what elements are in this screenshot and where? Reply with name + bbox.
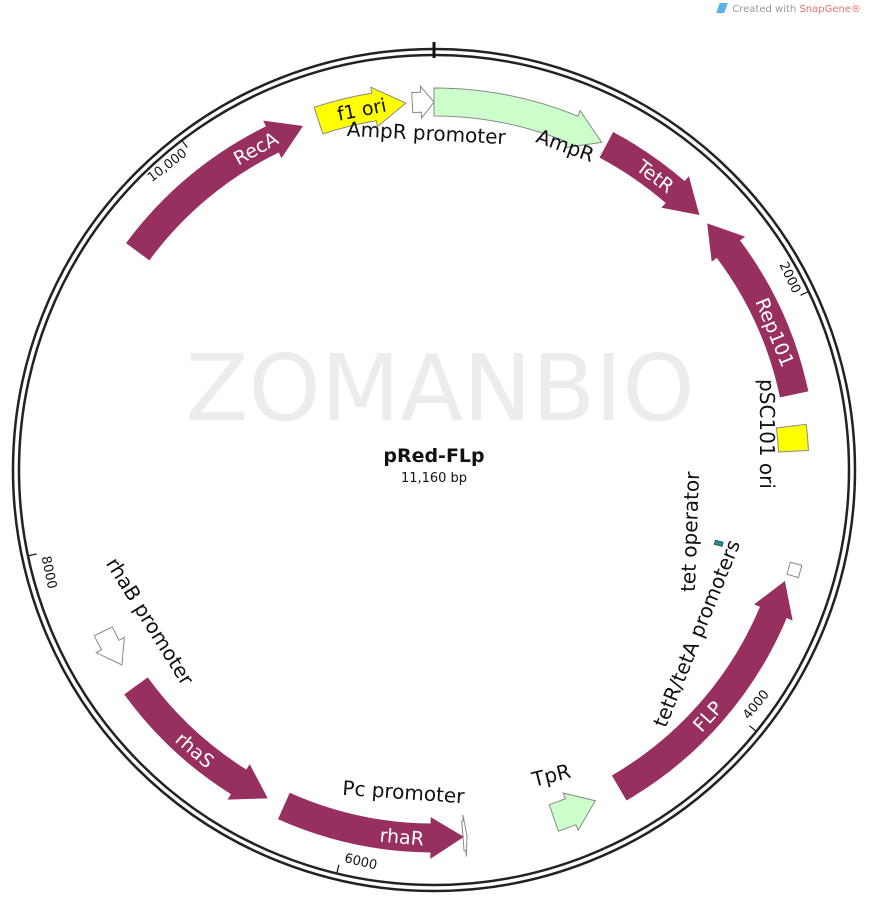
tick-mark <box>336 864 340 873</box>
feature-tetr-teta-promoters[interactable] <box>786 561 803 579</box>
plasmid-name: pRed-FLp <box>383 445 484 467</box>
feature-reca[interactable]: RecA <box>126 120 303 261</box>
label-psc101-ori: pSC101 ori <box>755 379 779 489</box>
feature-arrow-ampr[interactable] <box>433 87 603 149</box>
feature-tet-operator[interactable] <box>713 539 724 547</box>
feature-arrow-pc-promoter[interactable] <box>461 814 468 857</box>
tick-mark <box>181 140 188 148</box>
feature-rhab-promoter[interactable] <box>93 626 125 666</box>
feature-arrow-rhab-promoter[interactable] <box>93 626 125 666</box>
feature-label-rhar: rhaR <box>379 825 425 851</box>
label-ampr-promoter: AmpR promoter <box>346 117 507 149</box>
label-tet-operator: tet operator <box>676 470 704 592</box>
tick-label: 6000 <box>343 851 379 873</box>
feature-arrow-rhas[interactable] <box>124 677 268 800</box>
feature-arrow-psc101-ori[interactable] <box>775 423 810 453</box>
label-pc-promoter: Pc promoter <box>342 776 466 809</box>
tick-label: 2000 <box>776 260 804 296</box>
feature-arrow-f1-ori[interactable] <box>313 86 407 135</box>
tick-mark <box>28 553 37 557</box>
snapgene-credit: Created with SnapGene® <box>716 3 861 15</box>
watermark: ZOMANBIO <box>185 335 694 442</box>
feature-arrow-reca[interactable] <box>126 120 303 261</box>
feature-tpr[interactable] <box>548 792 597 832</box>
credit-text: Created with <box>732 4 800 15</box>
plasmid-length: 11,160 bp <box>401 471 467 486</box>
feature-arrow-ampr-promoter[interactable] <box>411 84 435 120</box>
feature-tetr[interactable]: TetR <box>599 132 700 216</box>
feature-ampr-promoter[interactable] <box>411 84 435 120</box>
feature-f1-ori[interactable]: f1 ori <box>313 86 407 135</box>
label-tpr: TpR <box>529 759 574 792</box>
feature-psc101-ori[interactable] <box>775 423 810 453</box>
feature-arrow-tetr[interactable] <box>599 132 700 216</box>
feature-arrow-flp[interactable] <box>611 581 793 801</box>
tick-mark <box>748 725 756 732</box>
feature-arrow-tpr[interactable] <box>548 792 597 832</box>
label-rhab-promoter: rhaB promoter <box>101 553 199 690</box>
credit-brand: SnapGene® <box>799 4 861 15</box>
tick-label: 8000 <box>38 555 60 590</box>
feature-arrow-tet-operator[interactable] <box>713 539 724 547</box>
feature-rhar[interactable]: rhaR <box>277 792 464 859</box>
backbone-circle <box>11 42 857 893</box>
feature-ampr[interactable] <box>433 87 603 149</box>
tick-mark <box>800 291 808 296</box>
feature-pc-promoter[interactable] <box>461 814 468 857</box>
feature-rhas[interactable]: rhaS <box>124 677 268 800</box>
feature-arrow-tetr-teta-promoters[interactable] <box>786 561 803 579</box>
feature-arrow-rhar[interactable] <box>277 792 464 859</box>
feature-arrow-rep101[interactable] <box>707 223 809 398</box>
